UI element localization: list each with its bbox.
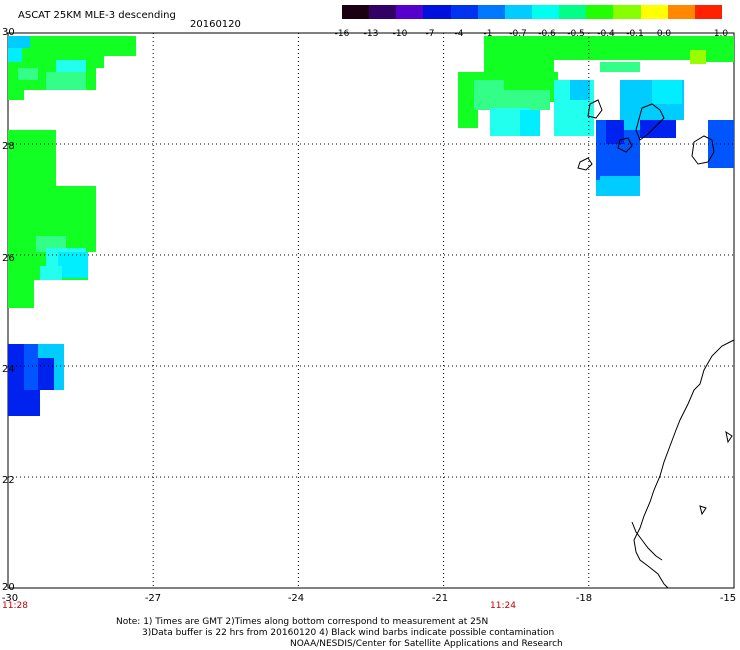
- wind-cell: [500, 90, 550, 110]
- note-line-2: 3)Data buffer is 22 hrs from 20160120 4)…: [142, 628, 555, 638]
- coastline: [631, 521, 663, 561]
- color-scale-segment: [504, 5, 532, 19]
- color-scale-tick-label: 1.0: [713, 29, 729, 39]
- lon-label-minus18: -18: [575, 593, 593, 604]
- color-scale-tick-label: -7: [425, 29, 435, 39]
- wind-cell: [690, 50, 706, 64]
- color-scale-tick-label: -0.7: [509, 29, 527, 39]
- color-scale-segment: [667, 5, 695, 19]
- wind-cell: [484, 60, 554, 74]
- note-line-1: Note: 1) Times are GMT 2)Times along bot…: [116, 617, 489, 627]
- color-scale-segment: [531, 5, 560, 19]
- coastline-layer: [577, 99, 735, 589]
- wind-cell: [600, 62, 640, 72]
- wind-swath-layer: [8, 36, 734, 416]
- color-scale-tick-label: -10: [392, 29, 408, 39]
- coastline: [635, 103, 665, 141]
- coastline: [725, 430, 733, 444]
- wind-cell: [8, 36, 30, 48]
- lon-label-minus27: -27: [144, 593, 162, 604]
- color-scale-segment: [613, 5, 641, 19]
- color-scale-segment: [450, 5, 478, 19]
- lat-label-30: 30: [2, 27, 15, 38]
- wind-cell: [58, 252, 88, 278]
- wind-cell: [8, 90, 24, 100]
- time-label-mid: 11:24: [490, 601, 516, 611]
- wind-cell: [8, 390, 40, 416]
- coastline: [633, 339, 735, 589]
- color-scale-tick-label: -0.5: [567, 29, 585, 39]
- coastline: [691, 135, 715, 165]
- color-scale-tick-label: -0.1: [626, 29, 644, 39]
- wind-cell: [8, 48, 22, 62]
- wind-cell: [18, 68, 38, 80]
- coastline: [699, 505, 707, 516]
- wind-cell: [474, 80, 504, 110]
- color-scale-bar: [342, 5, 722, 19]
- color-scale-segment: [694, 5, 722, 19]
- color-scale-segment: [396, 5, 424, 19]
- lat-label-20: 20: [2, 582, 15, 593]
- lat-label-28: 28: [2, 141, 15, 152]
- product-title: ASCAT 25KM MLE-3 descending: [18, 10, 176, 21]
- wind-cell: [520, 110, 540, 136]
- wind-cell: [8, 130, 56, 186]
- coastline: [577, 157, 593, 171]
- wind-cell: [8, 280, 34, 308]
- wind-cell: [46, 72, 86, 90]
- color-scale-tick-label: -1: [483, 29, 493, 39]
- wind-cell: [40, 266, 62, 280]
- color-scale-tick-label: -0.6: [538, 29, 556, 39]
- lat-label-22: 22: [2, 475, 15, 486]
- graticule: [8, 33, 734, 588]
- wind-cell: [38, 358, 54, 390]
- wind-cell: [600, 176, 640, 196]
- color-scale-segment: [423, 5, 451, 19]
- lon-label-minus21: -21: [431, 593, 449, 604]
- color-scale-tick-label: 0.0: [656, 29, 672, 39]
- color-scale-tick-label: -0.4: [597, 29, 615, 39]
- color-scale-segment: [559, 5, 587, 19]
- lat-label-26: 26: [2, 253, 15, 264]
- product-date: 20160120: [190, 19, 241, 30]
- coastline: [617, 137, 633, 153]
- wind-cell: [570, 80, 590, 100]
- note-line-3: NOAA/NESDIS/Center for Satellite Applica…: [290, 639, 563, 649]
- color-scale-tick-label: -4: [454, 29, 464, 39]
- coastline: [587, 99, 603, 119]
- color-scale-segment: [477, 5, 505, 19]
- color-scale-tick-label: -16: [334, 29, 350, 39]
- lon-label-minus30: -30: [1, 593, 19, 604]
- wind-cell: [458, 80, 478, 128]
- wind-cell: [652, 80, 682, 104]
- color-scale-segment: [586, 5, 614, 19]
- lon-label-minus24: -24: [287, 593, 305, 604]
- color-scale-tick-label: -13: [363, 29, 379, 39]
- lat-label-24: 24: [2, 364, 15, 375]
- wind-cell: [56, 60, 86, 72]
- color-scale-segment: [369, 5, 397, 19]
- wind-cell: [706, 36, 734, 62]
- wind-cell: [606, 120, 624, 144]
- wind-cell: [640, 120, 676, 138]
- wind-cell: [8, 36, 136, 56]
- plot-frame: [7, 32, 735, 589]
- color-scale-segment: [342, 5, 370, 19]
- lon-label-minus15: -15: [719, 593, 737, 604]
- color-scale-segment: [640, 5, 668, 19]
- wind-cell: [624, 130, 640, 176]
- time-label-left: 11:28: [2, 601, 28, 611]
